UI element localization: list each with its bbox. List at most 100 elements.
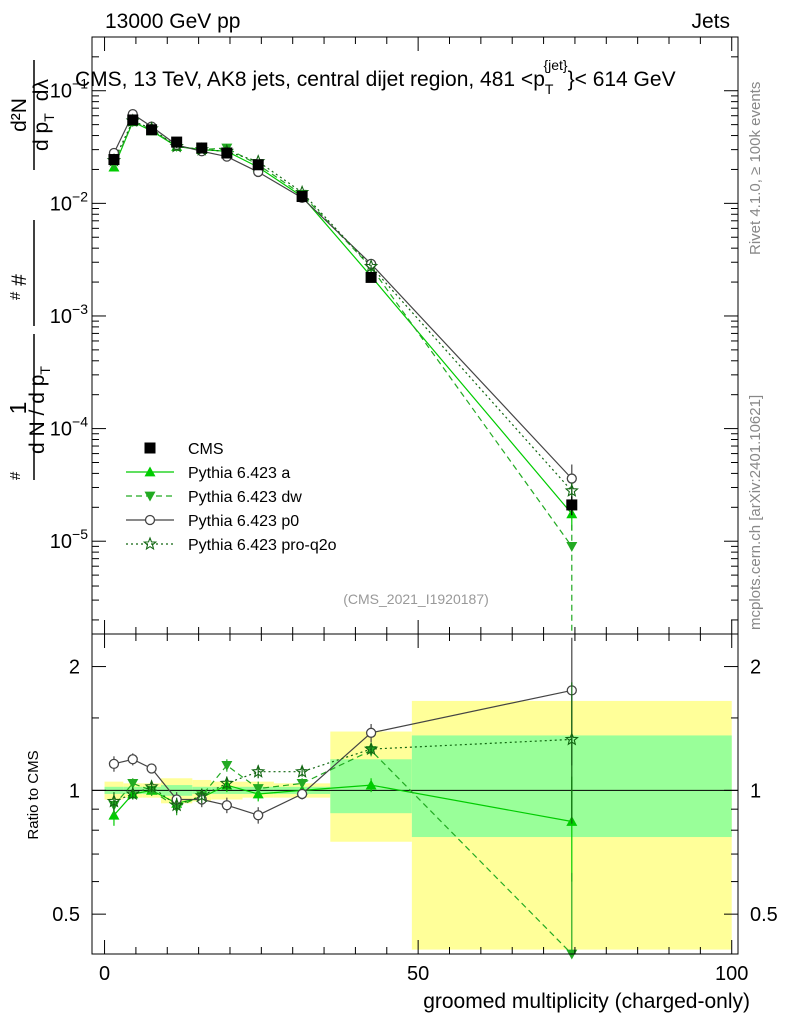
x-axis: 0 50 100	[99, 634, 748, 985]
ratio-point	[566, 949, 578, 960]
ratio-y-tick-label: 0.5	[52, 904, 80, 926]
y-tick-label: 10−3	[50, 301, 88, 328]
ratio-series-pythia-6-423-pro-q2o	[106, 682, 579, 824]
series-cms	[108, 114, 578, 516]
legend-marker	[144, 514, 156, 526]
ratio-point	[127, 754, 138, 765]
ratio-point	[363, 741, 379, 756]
ratio-point	[221, 760, 233, 771]
ratio-plot-content	[106, 637, 579, 960]
legend-label: Pythia 6.423 a	[188, 465, 290, 482]
legend-marker	[142, 536, 158, 551]
data-point	[566, 473, 577, 484]
ratio-y-axis: 0.5 0.5 1 1 2 2	[52, 657, 778, 927]
data-point	[564, 483, 579, 497]
data-point	[108, 154, 120, 166]
main-x-ticks	[104, 37, 733, 634]
data-point	[566, 541, 578, 552]
ratio-point	[108, 758, 120, 769]
ratio-point	[252, 784, 264, 795]
series-line	[113, 113, 573, 480]
series-pythia-6-423-pro-q2o	[106, 113, 579, 501]
data-point	[363, 258, 379, 273]
ratio-y-tick-label: 2	[69, 657, 80, 679]
data-point	[221, 147, 233, 159]
x-tick-label: 50	[407, 963, 429, 985]
series-line	[113, 121, 573, 547]
data-point	[127, 114, 139, 126]
x-tick-label: 0	[99, 963, 110, 985]
y-tick-label: 10−1	[50, 76, 88, 103]
energy-label: 13000 GeV pp	[105, 10, 240, 33]
ratio-y-tick-label-right: 1	[750, 780, 761, 802]
x-axis-label: groomed multiplicity (charged-only)	[423, 990, 750, 1013]
ratio-point	[221, 800, 232, 811]
ratio-panel: 0.5 0.5 1 1 2 2 0 50 100 Ratio to CMS groomed m…	[25, 633, 778, 1013]
ratio-series-line	[113, 689, 572, 816]
series-pythia-6-423-p0	[108, 108, 577, 499]
main-panel: 10−5 10−4 10−3 10−2 10−1 CMS, 13 TeV, AK8 je…	[5, 36, 739, 635]
legend-label: Pythia 6.423 p0	[188, 513, 299, 530]
ratio-uncertainty-bands	[104, 700, 732, 950]
data-point	[146, 124, 158, 136]
ratio-y-tick-label-right: 0.5	[750, 904, 778, 926]
ratio-point	[219, 775, 235, 790]
series-line	[113, 120, 573, 492]
legend-marker	[144, 491, 156, 502]
svg-text:1: 1	[5, 402, 31, 415]
legend-label: Pythia 6.423 dw	[188, 489, 302, 506]
ratio-point	[106, 793, 122, 808]
ratio-point	[294, 764, 310, 778]
ratio-point	[144, 779, 159, 793]
mcplots-label: mcplots.cern.ch [arXiv:2401.10621]	[747, 395, 764, 630]
y-tick-label: 10−4	[50, 414, 88, 441]
ratio-point	[365, 727, 377, 738]
svg-text:#: #	[8, 274, 31, 286]
data-point	[252, 159, 264, 171]
ratio-point	[253, 810, 264, 821]
main-y-axis-label: 1 d N / d pT # # # d²N d pTdλ	[5, 60, 57, 480]
analysis-reference-label: (CMS_2021_I1920187)	[343, 591, 489, 607]
ratio-point	[296, 778, 308, 789]
ratio-point	[146, 763, 157, 774]
ratio-point	[296, 788, 308, 800]
data-point	[296, 191, 308, 203]
main-y-label-denominator: d N / d pT	[26, 366, 53, 454]
series-pythia-6-423-dw	[108, 117, 578, 634]
ratio-plot-frame	[91, 633, 739, 955]
legend-label: Pythia 6.423 pro-q2o	[188, 537, 337, 554]
x-tick-label: 100	[715, 963, 748, 985]
svg-text:#: #	[7, 471, 24, 480]
ratio-y-tick-label-right: 2	[750, 657, 761, 679]
data-point	[171, 136, 183, 148]
chart-title: CMS, 13 TeV, AK8 jets, central dijet reg…	[75, 57, 676, 97]
ratio-point	[251, 764, 266, 778]
series-line	[113, 120, 573, 515]
ratio-y-tick-label: 1	[69, 780, 80, 802]
category-label: Jets	[691, 10, 730, 33]
ratio-series-line	[113, 784, 572, 823]
data-point	[566, 499, 578, 511]
legend-marker	[144, 442, 156, 454]
series-pythia-6-423-a	[108, 116, 578, 531]
legend: CMS Pythia 6.423 a Pythia 6.423 dw Pythia 6…	[126, 441, 337, 554]
main-plot-content	[106, 108, 579, 634]
ratio-point	[125, 786, 140, 801]
ratio-point	[169, 797, 184, 812]
data-point	[196, 142, 208, 154]
ratio-point	[564, 731, 579, 746]
ratio-series-line	[113, 738, 572, 806]
legend-label: CMS	[188, 441, 224, 458]
svg-text:d²N: d²N	[8, 98, 31, 132]
y-tick-label: 10−5	[50, 526, 88, 553]
main-y-axis: 10−5 10−4 10−3 10−2 10−1	[50, 36, 738, 621]
ratio-point	[365, 779, 377, 790]
main-y-label-dpt-dlambda: d pTdλ	[30, 79, 57, 151]
ratio-y-axis-label: Ratio to CMS	[25, 750, 42, 839]
y-tick-label: 10−2	[50, 188, 88, 215]
rivet-version-label: Rivet 4.1.0, ≥ 100k events	[747, 82, 764, 255]
svg-text:#: #	[7, 291, 24, 300]
ratio-point	[127, 778, 139, 789]
ratio-point	[194, 788, 209, 802]
